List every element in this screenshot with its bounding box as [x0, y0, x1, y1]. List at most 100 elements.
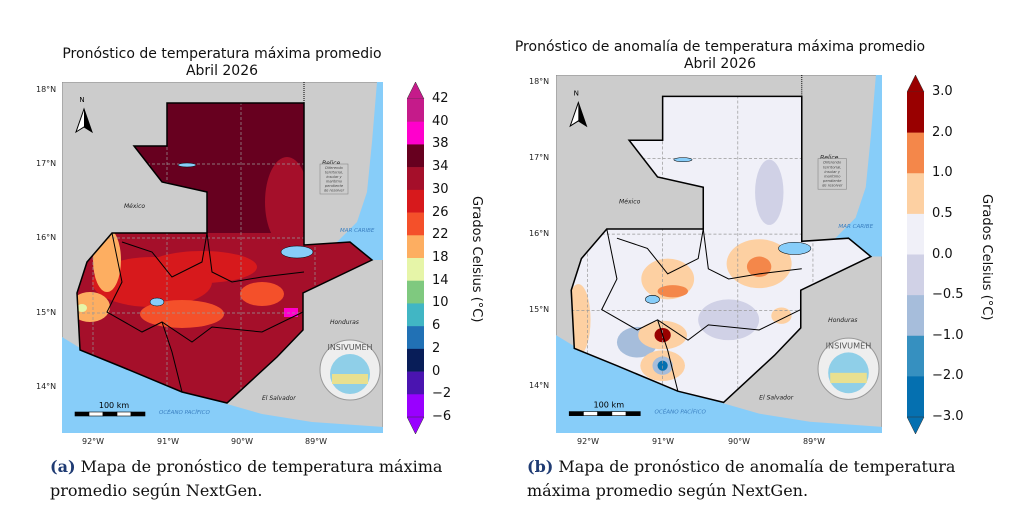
scale-bar-segment [583, 411, 598, 416]
label-el-salvador: El Salvador [262, 395, 296, 402]
label-mexico: México [124, 203, 145, 210]
forecast-region [771, 307, 792, 324]
map-a: México Belice Honduras El Salvador MAR CARIB… [61, 81, 384, 434]
department-borders [616, 228, 704, 275]
lon-label: 91°W [157, 437, 180, 446]
colorbar-tick-label: 0.0 [932, 246, 953, 262]
scale-label: 100 km [593, 399, 624, 409]
scale-bar-segment [102, 411, 118, 417]
colorbar-tick-label: 26 [432, 204, 449, 220]
label-caribbean: MAR CARIBE [838, 224, 873, 230]
colorbar-tick-label: −2 [432, 386, 452, 402]
label-caribbean: MAR CARIBE [340, 228, 375, 234]
label-pacific: OCÉANO PACÍFICO [159, 408, 210, 416]
logo-band [332, 374, 368, 384]
scale-label: 100 km [99, 401, 129, 410]
caption-b-tag: (b) [527, 457, 554, 476]
label-honduras: Honduras [330, 319, 359, 326]
colorbar-tick-label: 0.5 [932, 205, 953, 221]
map-a-colorbar-label: Grados Celsius (°C) [469, 196, 484, 323]
pacific-ocean [556, 335, 882, 433]
colorbar-tick-label: 0 [432, 363, 441, 379]
colorbar-segment [407, 258, 424, 282]
label-belize: Belice [820, 155, 839, 162]
colorbar-extend-bottom [407, 416, 425, 434]
dispute-note-text: Diferendo [823, 161, 842, 165]
lat-label: 16°N [529, 229, 550, 238]
colorbar-segment [407, 121, 424, 145]
lon-label: 90°W [728, 437, 751, 446]
colorbar-tick-label: 14 [432, 272, 449, 288]
lake-peten-itza [673, 157, 693, 162]
colorbar-segment [407, 167, 424, 191]
colorbar-tick-label: 34 [432, 159, 449, 175]
north-arrow-icon-half [84, 109, 92, 132]
colorbar-segment [907, 376, 924, 418]
lat-label: 18°N [36, 85, 57, 94]
dispute-note-text: insular y [326, 175, 342, 179]
dispute-note-text: de resolver [822, 184, 843, 188]
lat-label: 16°N [36, 233, 57, 242]
dispute-note-text: marítimo [326, 180, 343, 184]
pacific-ocean [62, 337, 383, 433]
colorbar-segment [407, 326, 424, 350]
map-b-title-line2: Abril 2026 [683, 56, 757, 72]
dispute-note-text: pendiente [324, 184, 344, 188]
department-borders [121, 232, 208, 278]
dispute-note-text: territorial, [325, 171, 343, 175]
colorbar-tick-label: −0.5 [932, 287, 964, 303]
map-b-title: Pronóstico de anomalía de temperatura má… [500, 39, 940, 73]
scale-bar-segment [625, 411, 641, 416]
dispute-note-text: pendiente [822, 179, 842, 183]
colorbar-segment [407, 280, 424, 304]
caribbean-sea [330, 82, 383, 260]
colorbar-extend-top [407, 82, 425, 100]
dispute-note-box [817, 158, 847, 190]
colorbar-tick-label: 10 [432, 295, 449, 311]
lat-label: 14°N [529, 381, 550, 390]
map-a-title-line1: Pronóstico de temperatura máxima promedi… [62, 46, 382, 62]
scale-bar-segment [611, 411, 627, 416]
department-borders [601, 228, 801, 341]
map-b: México Belice Honduras El Salvador MAR CARIB… [555, 74, 883, 434]
forecast-region [92, 257, 212, 307]
lon-label: 89°W [305, 437, 328, 446]
forecast-region [265, 157, 309, 247]
colorbar-extend-bottom [907, 416, 925, 434]
colorbar-tick-label: 38 [432, 136, 449, 152]
forecast-region [284, 308, 298, 317]
lat-label: 15°N [529, 305, 550, 314]
label-pacific: OCÉANO PACÍFICO [655, 408, 707, 416]
map-b-title-line1: Pronóstico de anomalía de temperatura má… [514, 39, 926, 55]
colorbar-segment [907, 173, 924, 215]
logo-band [830, 372, 867, 384]
colorbar-tick-label: 42 [432, 91, 449, 106]
lon-label: 92°W [82, 437, 105, 446]
colorbar-segment [407, 144, 424, 168]
colorbar-segment [407, 303, 424, 327]
scale-bar-segment [597, 411, 613, 416]
colorbar-tick-label: 22 [432, 227, 449, 243]
colorbar-tick-label: 3.0 [932, 84, 953, 99]
department-borders [657, 319, 679, 392]
label-honduras: Honduras [828, 317, 858, 324]
map-canvas: México Belice Honduras El Salvador MAR CARIB… [61, 81, 384, 434]
forecast-region [240, 282, 284, 306]
colorbar-segment [407, 189, 424, 213]
colorbar-segment [407, 371, 424, 395]
dispute-note-text: Diferendo [325, 166, 343, 170]
colorbar-tick-label: 2.0 [932, 124, 953, 140]
scale-bar-segment [88, 411, 104, 417]
colorbar-tick-label: 2 [432, 340, 441, 356]
dispute-note-text: insular y [824, 170, 840, 174]
logo-text: INSIVUMEH [826, 340, 872, 350]
colorbar-segment [407, 99, 424, 123]
forecast-region [755, 159, 784, 225]
scale-bar-segment [74, 411, 90, 417]
guatemala-border [76, 102, 374, 404]
lake-peten-itza [177, 162, 197, 168]
caption-a-tag: (a) [50, 457, 76, 476]
caption-a: (a) Mapa de pronóstico de temperatura má… [50, 455, 490, 503]
colorbar-svg [407, 82, 425, 434]
colorbar-tick-label: 18 [432, 250, 449, 265]
